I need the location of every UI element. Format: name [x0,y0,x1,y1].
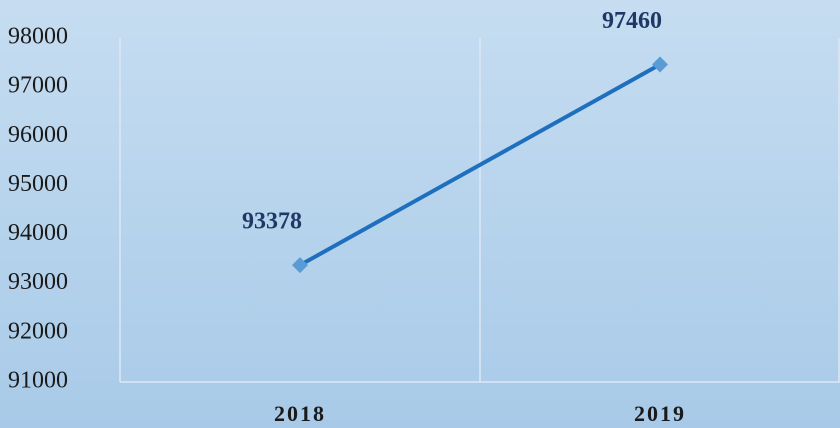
data-label: 93378 [242,209,302,235]
y-tick-label: 94000 [8,220,68,246]
y-tick-label: 92000 [8,318,68,344]
marker [652,56,668,73]
x-tick-label: 2019 [634,401,686,426]
y-tick-label: 91000 [8,368,68,394]
line [299,62,661,267]
data-label: 97460 [602,8,662,34]
y-tick-label: 98000 [8,24,68,50]
x-tick-label: 2018 [274,401,326,426]
y-tick-label: 97000 [8,73,68,99]
marker [292,257,308,274]
y-tick-label: 95000 [8,171,68,197]
y-tick-label: 93000 [8,269,68,295]
y-tick-label: 96000 [8,122,68,148]
